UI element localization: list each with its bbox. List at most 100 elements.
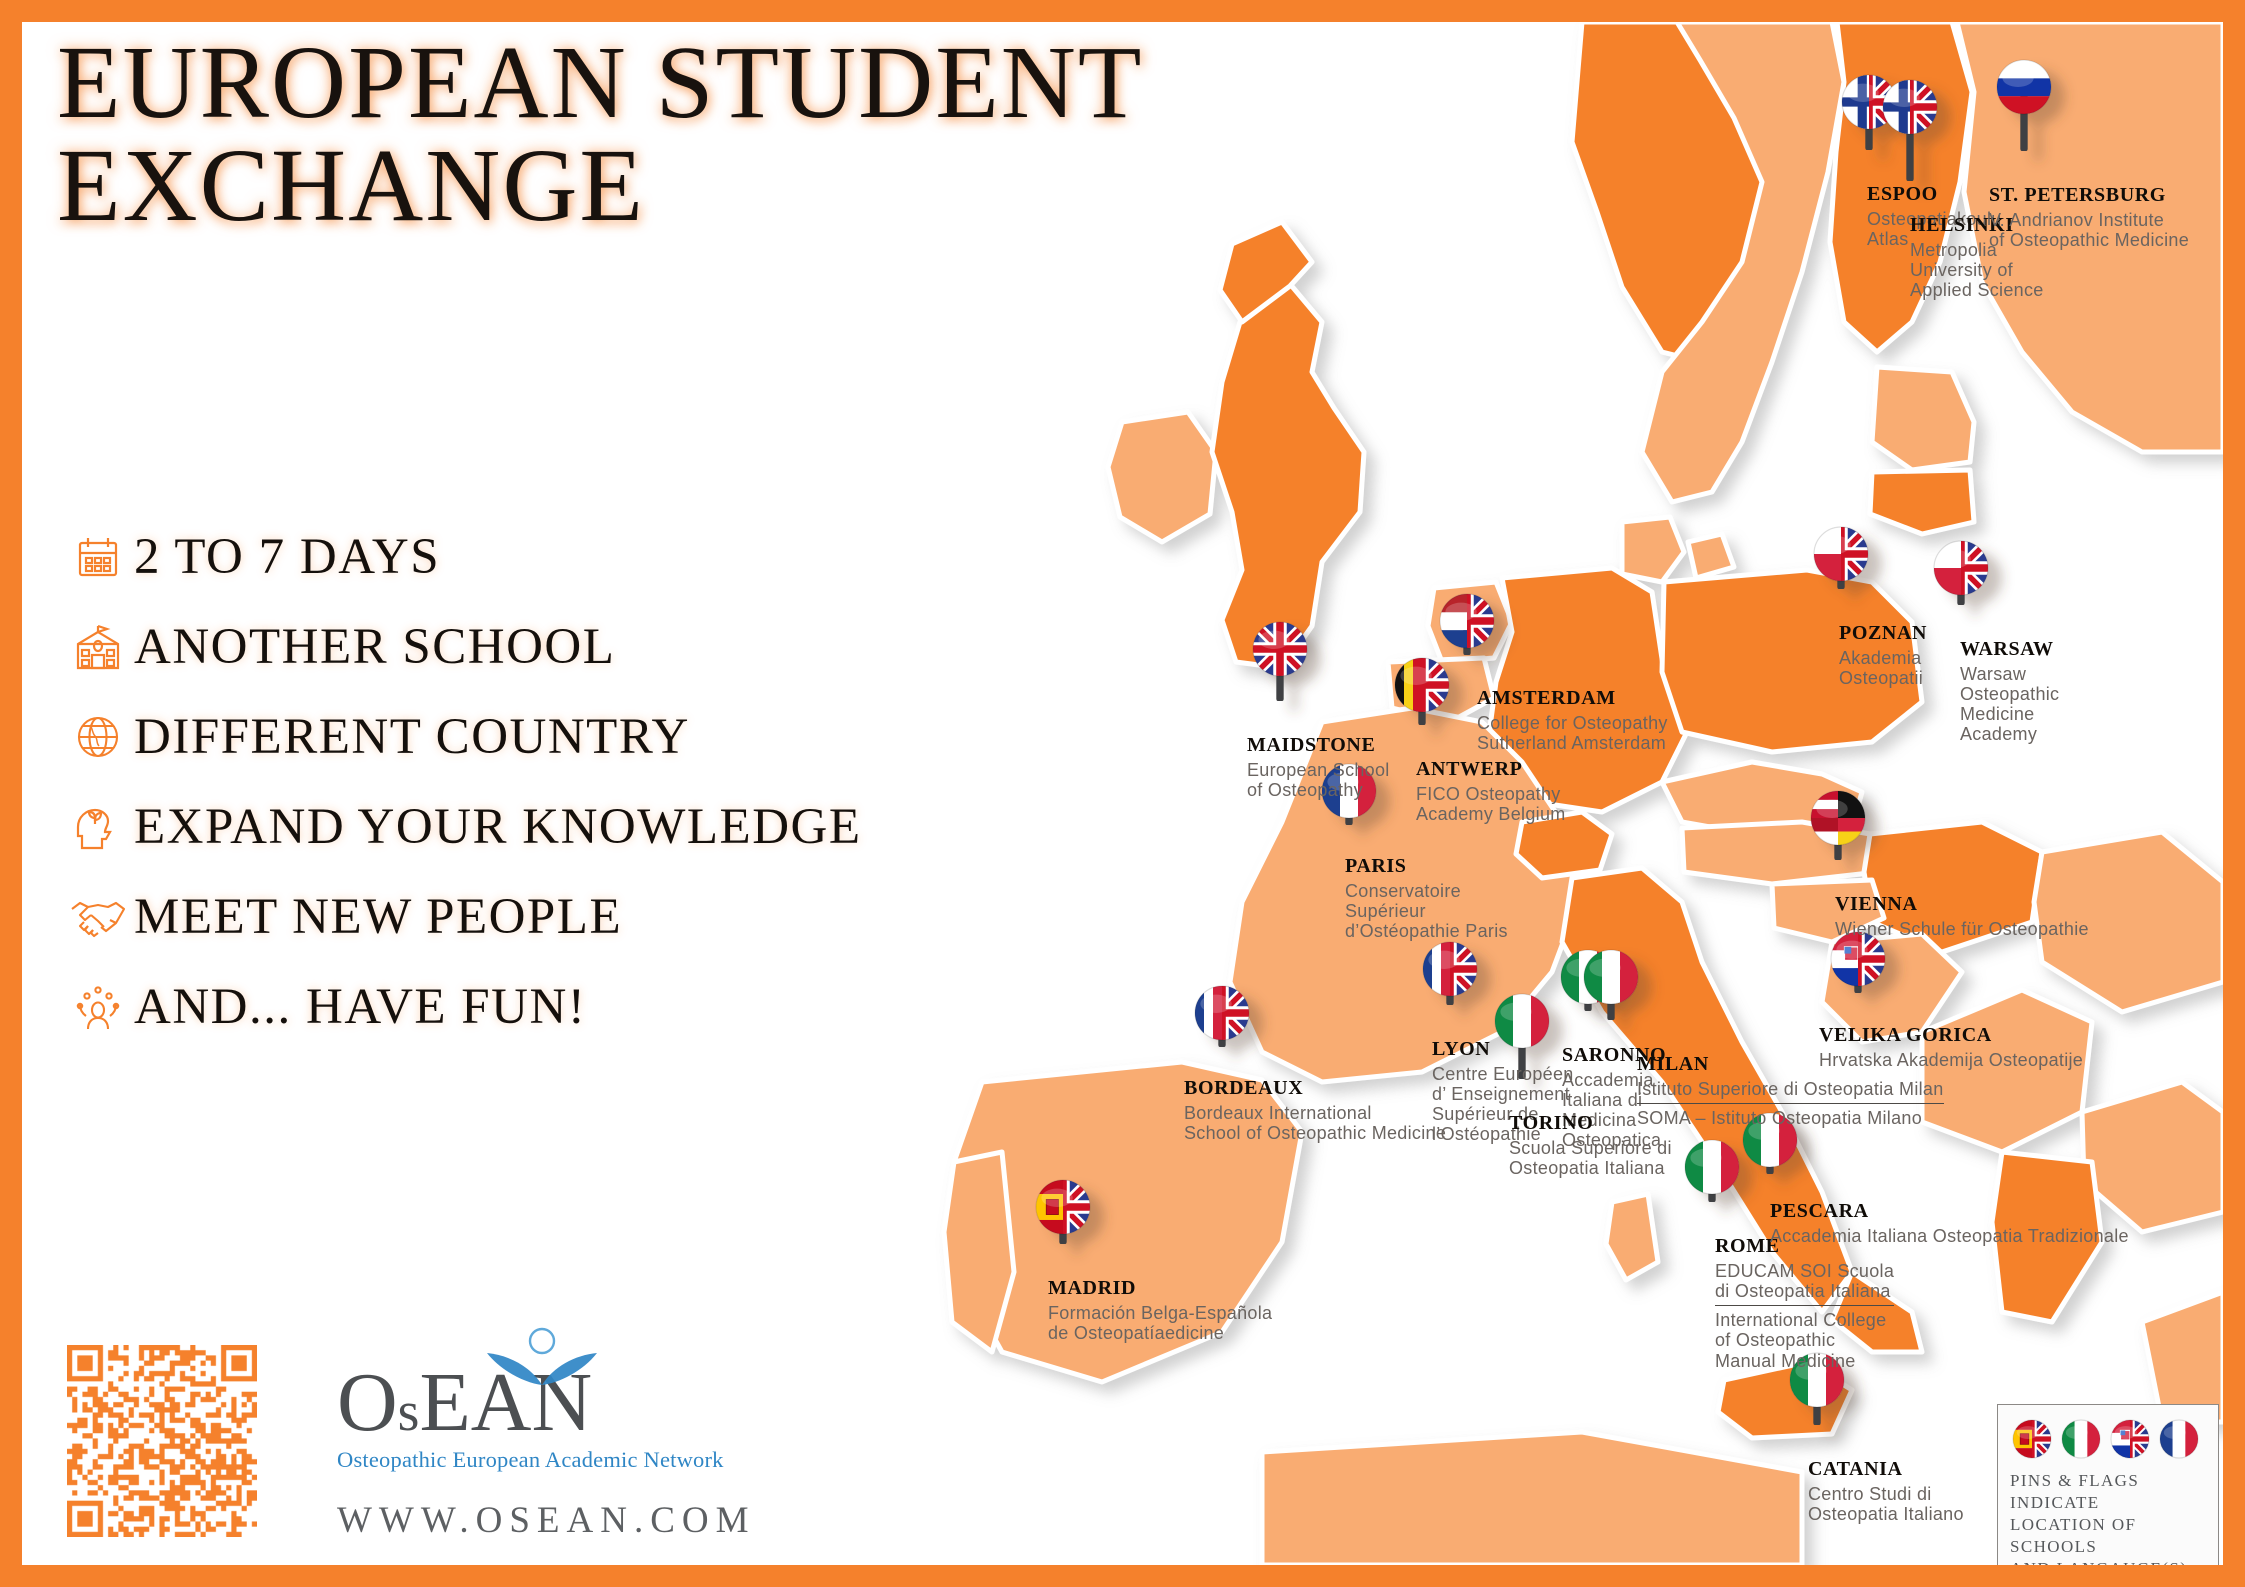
map-pin-bordeaux[interactable] [1194,985,1250,1047]
feature-label: EXPAND YOUR KNOWLEDGE [134,799,862,855]
map-pin-st-petersburg[interactable] [1996,59,2052,151]
school-line: Atlas [1867,229,1909,250]
pin-school-name: Accademia Italiana Osteopatia Tradiziona… [1770,1226,2129,1246]
legend-text: PINS & FLAGS INDICATE LOCATION OF SCHOOL… [2010,1470,2208,1565]
map-pin-torino[interactable] [1494,993,1550,1079]
map-pin-amsterdam[interactable] [1439,593,1495,655]
school-line: Conservatoire [1345,881,1461,901]
school-line: of Osteopathy [1247,780,1363,801]
page-title: EUROPEAN STUDENT EXCHANGE [57,25,1144,243]
school-line: Formación Belga-Española [1048,1303,1273,1323]
pin-school-name: Centre Européen d’ Enseignement Supérieur … [1432,1064,1574,1145]
feature-item-school: ANOTHER SCHOOL [62,602,782,692]
calendar-icon [62,533,134,581]
legend-line: LOCATION OF SCHOOLS [2010,1515,2137,1557]
map-pin-maidstone[interactable] [1252,621,1308,701]
map-pin-helsinki[interactable] [1882,79,1938,181]
pin-city-name: PESCARA [1770,1200,1869,1222]
feature-label: 2 TO 7 DAYS [134,529,441,585]
qr-code[interactable] [67,1345,257,1537]
map-pin-velika-gorica[interactable] [1830,931,1886,993]
school-line: d’ Enseignement [1432,1084,1570,1105]
school-line: FICO Osteopathy [1416,784,1561,804]
feature-label: DIFFERENT COUNTRY [134,709,690,765]
pin-label-saronno: SARONNO Accademia Italiana di Medicina Osteo… [1562,1044,1666,1151]
map-pin-madrid[interactable] [1035,1179,1091,1244]
school-line: EDUCAM SOI Scuola [1715,1261,1895,1281]
osean-tagline: Osteopathic European Academic Network [337,1447,724,1472]
school-line: SOMA – Istituto Osteopatia Milano [1637,1108,1923,1129]
pin-school-name: FICO Osteopathy Academy Belgium [1416,784,1566,824]
pin-label-espoo: ESPOO Osteopatiakoulu Atlas [1867,183,2002,249]
pin-city-name: VIENNA [1835,893,1918,915]
pin-school-name: Metropolia University of Applied Science [1910,240,2044,300]
pin-school-name: Bordeaux International School of Osteopat… [1184,1103,1446,1143]
pin-label-catania: CATANIA Centro Studi di Osteopatia Italian… [1808,1458,1964,1524]
pin-label-lyon: LYON Centre Européen d’ Enseignement Supéri… [1432,1038,1574,1145]
feature-item-country: DIFFERENT COUNTRY [62,692,782,782]
map-pin-espoo[interactable] [1841,74,1897,150]
feature-item-fun: AND... HAVE FUN! [62,962,782,1052]
map-pin-catania[interactable] [1789,1352,1845,1425]
feature-item-duration: 2 TO 7 DAYS [62,512,782,602]
osean-wordmark: OsEAN [337,1361,737,1445]
pin-city-name: HELSINKI [1910,214,2014,236]
school-line: Istituto Superiore di Osteopatia Milan [1637,1079,1944,1099]
title-line-1: EUROPEAN STUDENT [57,25,1144,140]
pin-city-name: TORINO [1509,1112,1594,1134]
school-line: Manual Medicine [1715,1350,1856,1371]
pin-school-name: Scuola Superiore di Osteopatia Italiana [1509,1138,1672,1178]
map-pin-lyon[interactable] [1422,941,1478,1005]
school-line: University of [1910,260,2013,281]
school-line: Sutherland Amsterdam [1477,733,1667,754]
legend-box: PINS & FLAGS INDICATE LOCATION OF SCHOOL… [1997,1404,2219,1565]
map-pin-warsaw[interactable] [1933,540,1989,605]
school-line: Centro Studi di [1808,1484,1932,1504]
school-line: Hrvatska Akademija Osteopatije [1819,1050,2084,1070]
school-line: College for Osteopathy [1477,713,1668,733]
feature-label: AND... HAVE FUN! [134,979,587,1035]
legend-flag-italy [2061,1419,2101,1459]
qr-code-canvas[interactable] [67,1345,257,1537]
map-pin-poznan[interactable] [1813,526,1869,589]
pin-city-name: ROME [1715,1235,1780,1257]
school-line: Italiana di [1562,1090,1643,1111]
school-line: d’Ostéopathie Paris [1345,921,1508,942]
school-line: Medicine [1960,704,2035,725]
legend-line: PINS & FLAGS INDICATE [2010,1471,2140,1513]
celebrate-person-icon [62,982,134,1032]
map-pin-milan[interactable] [1583,949,1639,1020]
pin-school-name: European School of Osteopathy [1247,760,1390,800]
pin-city-name: ESPOO [1867,183,1938,205]
pin-label-warsaw: WARSAW Warsaw Osteopathic Medicine Academy [1960,638,2059,745]
legend-line: AND LANGAUGE(S) IN [2010,1558,2208,1565]
school-line: Supérieur de [1432,1104,1539,1125]
pin-city-name: AMSTERDAM [1477,687,1616,709]
map-pin-pescara[interactable] [1742,1112,1798,1174]
pin-label-paris: PARIS Conservatoire Supérieur d’Ostéopathie… [1345,855,1508,941]
school-line: Metropolia [1910,240,1998,260]
school-line: Osteopatiakoulu [1867,209,2002,229]
feature-item-knowledge: EXPAND YOUR KNOWLEDGE [62,782,860,872]
map-pin-paris[interactable] [1321,763,1377,825]
brand-block: OsEAN Osteopathic European Academic Netw… [62,1327,762,1557]
map-pin-vienna[interactable] [1810,790,1866,860]
pin-school-name: EDUCAM SOI Scuola di Osteopatia Italiana I… [1715,1261,1895,1371]
osean-url[interactable]: WWW.OSEAN.COM [337,1500,756,1541]
pin-school-name: Warsaw Osteopathic Medicine Academy [1960,664,2059,745]
title-line-2: EXCHANGE [57,127,645,243]
pin-school-name: College for Osteopathy Sutherland Amsterd… [1477,713,1668,753]
school-line: School of Osteopathic Medicine [1184,1123,1447,1144]
map-pin-antwerp[interactable] [1394,657,1450,725]
school-line: Accademia Italiana Osteopatia Tradiziona… [1770,1226,2129,1246]
pin-school-name: Conservatoire Supérieur d’Ostéopathie Pari… [1345,881,1508,941]
pin-city-name: BORDEAUX [1184,1077,1304,1099]
map-pin-rome[interactable] [1684,1139,1740,1202]
school-line: di Osteopatia Italiana [1715,1281,1891,1302]
logo-letter-s: s [397,1381,420,1443]
pin-city-name: LYON [1432,1038,1491,1060]
school-line: de Osteopatíaedicine [1048,1323,1225,1344]
pin-school-name: Formación Belga-Española de Osteopatíaedi… [1048,1303,1272,1343]
legend-flag-spain-uk [2012,1419,2052,1459]
pin-school-name: Akademia Osteopatii [1839,648,1927,688]
